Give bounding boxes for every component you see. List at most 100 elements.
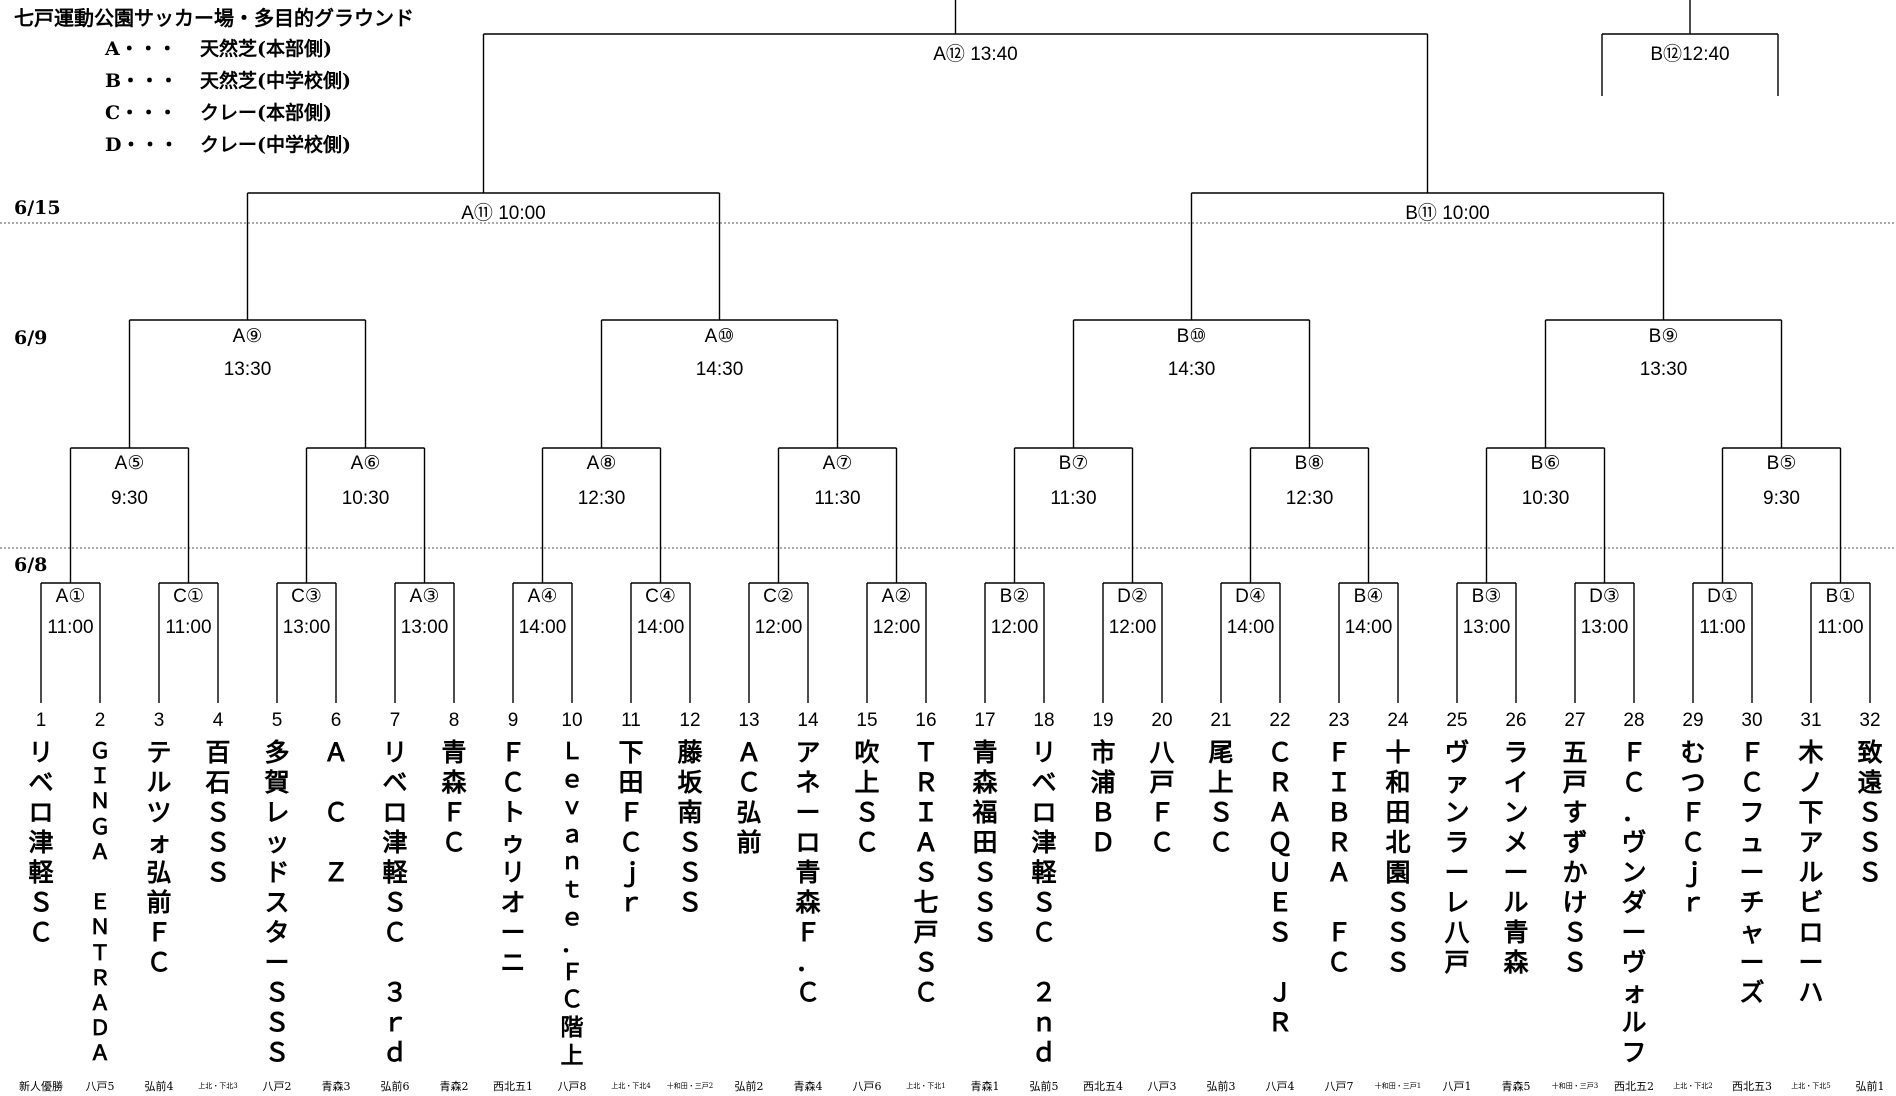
semifinal-label: A⑪ 10:00 xyxy=(461,203,546,224)
match-time: 12:00 xyxy=(990,617,1039,638)
team-number: 6 xyxy=(330,710,342,731)
match-time: 11:00 xyxy=(1699,617,1746,638)
date-round3: 6/15 xyxy=(14,197,61,219)
team-number: 23 xyxy=(1328,710,1350,731)
team-seed: 八戸3 xyxy=(1147,1080,1177,1093)
team-number: 2 xyxy=(94,710,106,731)
team-seed: 西北五2 xyxy=(1614,1080,1654,1093)
team-number: 3 xyxy=(153,710,165,731)
match-code: A③ xyxy=(409,586,440,607)
match-time: 13:30 xyxy=(223,359,272,380)
match-code: B⑥ xyxy=(1530,453,1561,474)
match-code: A⑩ xyxy=(704,326,735,347)
venue-title: 七戸運動公園サッカー場・多目的グラウンド xyxy=(14,6,414,30)
match-time: 12:00 xyxy=(872,617,921,638)
legend-label: クレー(中学校側) xyxy=(200,134,351,156)
team-number: 16 xyxy=(915,710,937,731)
team-number: 9 xyxy=(507,710,519,731)
match-code: D① xyxy=(1707,586,1738,607)
team-seed: 八戸7 xyxy=(1324,1080,1354,1093)
team-seed: 八戸5 xyxy=(85,1080,115,1093)
match-time: 11:30 xyxy=(814,488,861,509)
team-number: 5 xyxy=(271,710,283,731)
match-time: 14:00 xyxy=(1226,617,1275,638)
match-time: 12:00 xyxy=(754,617,803,638)
team-number: 14 xyxy=(797,710,819,731)
match-time: 9:30 xyxy=(111,488,148,509)
match-code: D③ xyxy=(1589,586,1620,607)
match-time: 12:00 xyxy=(1108,617,1157,638)
match-code: B⑨ xyxy=(1648,326,1679,347)
team-number: 17 xyxy=(974,710,996,731)
team-number: 1 xyxy=(35,710,47,731)
match-time: 12:30 xyxy=(577,488,626,509)
match-time: 11:30 xyxy=(1050,488,1097,509)
legend-item: D・・・ クレー(中学校側) xyxy=(105,130,351,157)
date-round2: 6/9 xyxy=(14,327,48,349)
team-number: 20 xyxy=(1151,710,1173,731)
match-time: 13:00 xyxy=(282,617,331,638)
team-seed: 十和田・三戸3 xyxy=(1551,1082,1599,1090)
match-code: A⑦ xyxy=(822,453,853,474)
legend-key: A・・・ xyxy=(105,38,177,60)
team-number: 21 xyxy=(1210,710,1232,731)
match-code: B⑩ xyxy=(1176,326,1207,347)
legend-key: C・・・ xyxy=(105,102,178,124)
team-number: 11 xyxy=(621,710,641,731)
team-number: 13 xyxy=(738,710,760,731)
legend-key: D・・・ xyxy=(105,134,179,156)
team-number: 25 xyxy=(1446,710,1468,731)
legend-item: A・・・ 天然芝(本部側) xyxy=(105,34,332,61)
team-number: 32 xyxy=(1859,710,1881,731)
match-code: B⑧ xyxy=(1294,453,1325,474)
match-code: D② xyxy=(1117,586,1148,607)
team-name: 木ノ下アルビローハ xyxy=(1798,738,1824,1007)
date-round1: 6/8 xyxy=(14,554,48,576)
team-seed: 西北五4 xyxy=(1083,1080,1123,1093)
match-time: 11:00 xyxy=(47,617,94,638)
team-seed: 青森2 xyxy=(439,1080,469,1093)
team-number: 22 xyxy=(1269,710,1291,731)
team-seed: 弘前6 xyxy=(380,1080,410,1093)
team-number: 30 xyxy=(1741,710,1763,731)
team-seed: 西北五3 xyxy=(1732,1080,1772,1093)
match-code: C④ xyxy=(645,586,676,607)
match-code: A① xyxy=(55,586,86,607)
match-time: 10:30 xyxy=(1521,488,1570,509)
match-code: C③ xyxy=(291,586,322,607)
match-code: B⑦ xyxy=(1058,453,1089,474)
match-code: C② xyxy=(763,586,794,607)
team-seed: 西北五1 xyxy=(493,1080,533,1093)
team-name: Ｆ Ｃ ．ヴンダーヴォルフ xyxy=(1621,738,1647,1067)
team-seed: 上北・下北1 xyxy=(906,1082,946,1090)
legend-item: B・・・ 天然芝(中学校側) xyxy=(105,66,351,93)
team-seed: 青森3 xyxy=(321,1080,351,1093)
team-seed: 弘前2 xyxy=(734,1080,764,1093)
match-code: A④ xyxy=(527,586,558,607)
team-seed: 八戸2 xyxy=(262,1080,292,1093)
team-seed: 弘前1 xyxy=(1855,1080,1885,1093)
team-number: 10 xyxy=(561,710,583,731)
semifinal-label: B⑪ 10:00 xyxy=(1405,203,1490,224)
team-name: ヴァンラーレ八戸 xyxy=(1444,738,1470,977)
team-seed: 新人優勝 xyxy=(19,1080,63,1093)
match-time: 13:00 xyxy=(1580,617,1629,638)
match-time: 11:00 xyxy=(165,617,212,638)
